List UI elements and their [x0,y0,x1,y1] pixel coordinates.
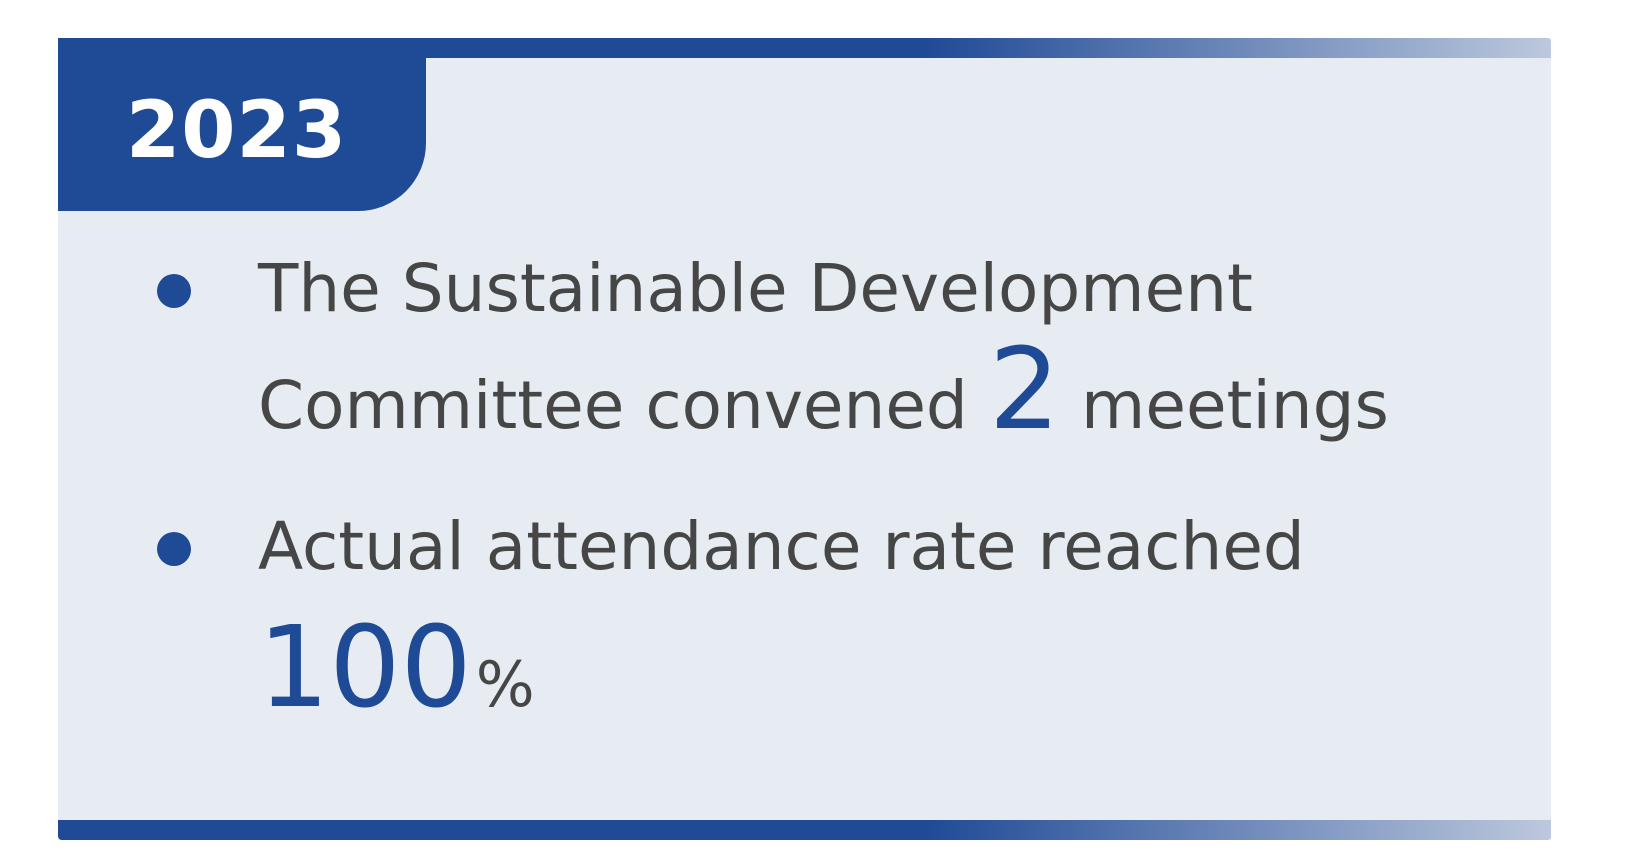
bullet-dot-icon [157,274,191,308]
bullet-1-text-suffix: meetings [1060,367,1389,444]
bullet-dot-icon [157,532,191,566]
bullet-1-text-line-1: The Sustainable Development [258,250,1253,327]
top-accent-bar [58,38,1551,58]
info-card: 2023 The Sustainable Development Committ… [58,38,1551,840]
attendance-rate-unit: % [475,648,535,721]
year-label: 2023 [126,85,348,176]
bottom-accent-bar [58,820,1551,840]
bullet-1-line-1: The Sustainable Development [258,256,1253,322]
bullet-2-line-2: 100% [258,612,535,724]
bullet-1-text-prefix: Committee convened [258,367,989,444]
meetings-count: 2 [988,325,1061,455]
bullet-1-line-2: Committee convened 2 meetings [258,334,1389,446]
bullet-2-text-line-1: Actual attendance rate reached [258,508,1305,585]
attendance-rate-value: 100 [258,603,472,733]
year-tab: 2023 [58,38,426,211]
bullet-list: The Sustainable Development Committee co… [58,38,1551,840]
bullet-2-line-1: Actual attendance rate reached [258,514,1305,580]
